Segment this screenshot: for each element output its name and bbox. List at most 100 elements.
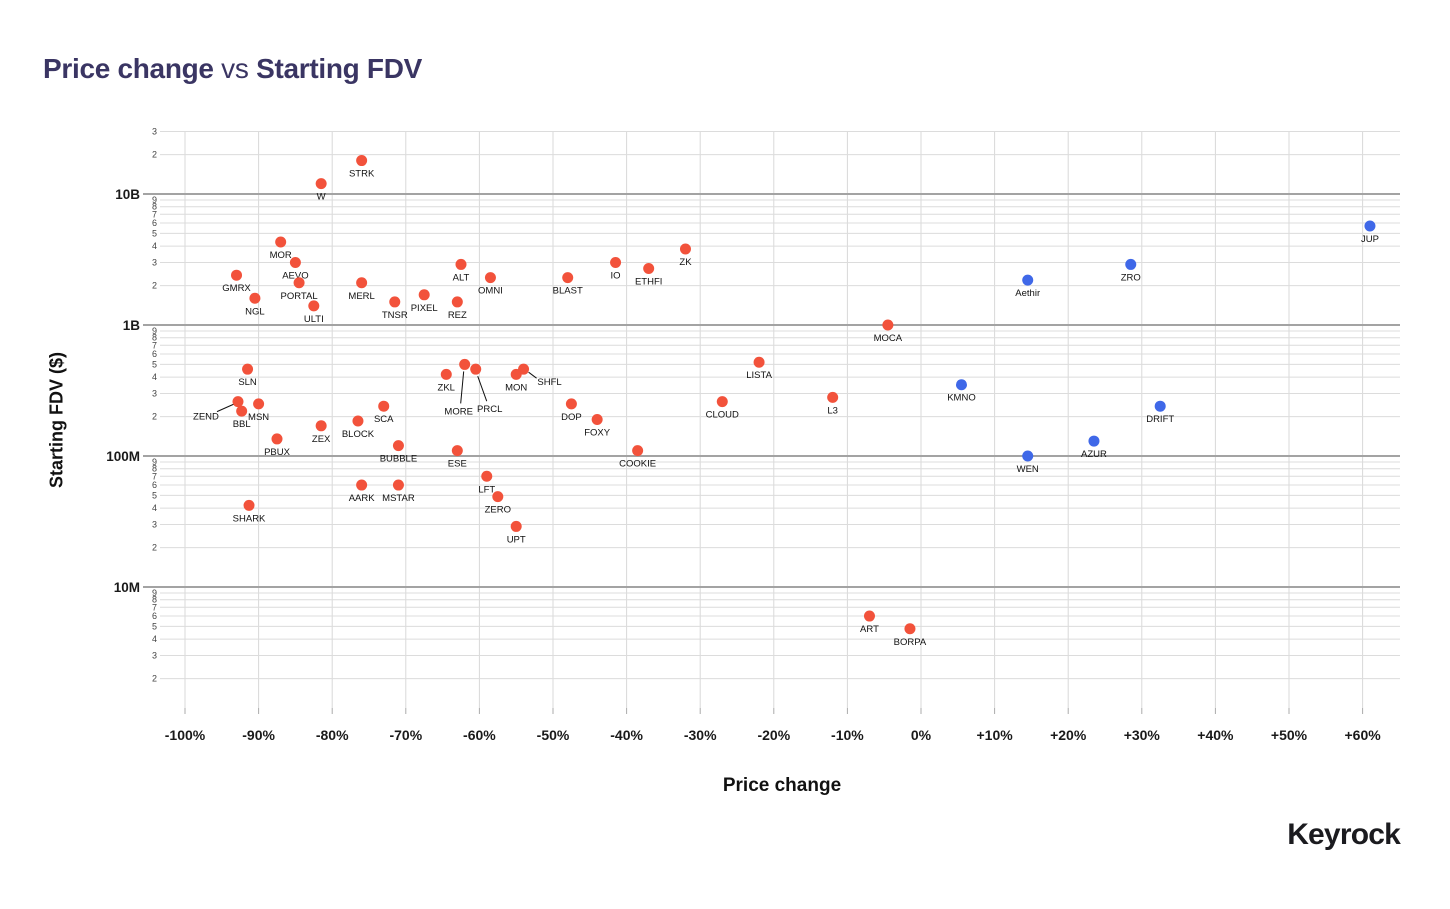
point-BLAST[interactable]	[562, 272, 574, 284]
point-label-JUP: JUP	[1361, 234, 1379, 245]
point-ZRO[interactable]	[1125, 258, 1137, 270]
point-ZERO[interactable]	[492, 491, 504, 503]
point-PIXEL[interactable]	[418, 289, 430, 301]
point-label-IO: IO	[611, 270, 621, 281]
y-minor-label: 7	[152, 602, 157, 612]
point-DOP[interactable]	[565, 398, 577, 410]
point-SHARK[interactable]	[243, 499, 255, 511]
point-PBUX[interactable]	[271, 433, 283, 445]
point-label-AZUR: AZUR	[1081, 449, 1107, 460]
point-GMRX[interactable]	[231, 269, 243, 281]
point-FOXY[interactable]	[591, 413, 603, 425]
x-tick-label: +60%	[1344, 727, 1381, 743]
point-KMNO[interactable]	[955, 379, 967, 391]
y-major-label: 10B	[115, 187, 140, 202]
point-MERL[interactable]	[356, 277, 368, 289]
point-MOCA[interactable]	[882, 319, 894, 331]
point-IO[interactable]	[610, 256, 622, 268]
point-label-OMNI: OMNI	[478, 286, 503, 297]
point-MOR[interactable]	[275, 236, 287, 248]
point-label-MOR: MOR	[270, 250, 292, 261]
page-title: Price change vs Starting FDV	[43, 53, 422, 85]
x-tick-label: -70%	[389, 727, 422, 743]
point-MORE[interactable]	[459, 358, 471, 370]
point-LISTA[interactable]	[753, 356, 765, 368]
point-ZEX[interactable]	[315, 420, 327, 432]
x-tick-label: -30%	[684, 727, 717, 743]
point-label-NGL: NGL	[245, 306, 265, 317]
point-JUP[interactable]	[1364, 220, 1376, 232]
point-COOKIE[interactable]	[632, 445, 644, 457]
point-LFT[interactable]	[481, 470, 493, 482]
point-BUBBLE[interactable]	[392, 440, 404, 452]
point-ALT[interactable]	[455, 258, 467, 270]
point-ETHFI[interactable]	[643, 262, 655, 274]
point-label-DOP: DOP	[561, 412, 582, 423]
point-OMNI[interactable]	[484, 272, 496, 284]
point-ZEND[interactable]	[232, 396, 244, 408]
point-label-AARK: AARK	[349, 493, 376, 504]
data-points: STRK W MOR AEVO PORTAL GMRX NGL MERL ULTI TNSRPIX…	[193, 155, 1379, 648]
point-ZKL[interactable]	[440, 368, 452, 380]
y-minor-label: 2	[152, 150, 157, 160]
point-W[interactable]	[315, 178, 327, 190]
point-SLN[interactable]	[242, 363, 254, 375]
point-MSN[interactable]	[253, 398, 265, 410]
point-label-STRK: STRK	[349, 169, 375, 180]
point-AARK[interactable]	[356, 479, 368, 491]
keyrock-logo: Keyrock	[1287, 818, 1401, 851]
callout-line	[216, 403, 236, 413]
point-label-Aethir: Aethir	[1015, 288, 1040, 299]
point-SCA[interactable]	[378, 400, 390, 412]
point-label-MORE: MORE	[444, 406, 473, 417]
point-UPT[interactable]	[510, 520, 522, 532]
point-AEVO[interactable]	[289, 256, 301, 268]
point-PRCL[interactable]	[470, 363, 482, 375]
point-ZK[interactable]	[679, 243, 691, 255]
point-WEN[interactable]	[1022, 450, 1034, 462]
point-label-ZRO: ZRO	[1121, 272, 1141, 283]
scatter-plot: 2345678910M23456789100M234567891B2345678…	[106, 126, 1400, 743]
y-minor-label: 4	[152, 503, 157, 513]
point-MSTAR[interactable]	[392, 479, 404, 491]
point-DRIFT[interactable]	[1154, 400, 1166, 412]
y-minor-label: 7	[152, 209, 157, 219]
point-ART[interactable]	[863, 610, 875, 622]
h-gridlines	[143, 130, 1400, 680]
point-NGL[interactable]	[249, 292, 261, 304]
x-tick-labels: -100% -90% -80% -70% -60% -50% -40% -30% -20% -10…	[165, 727, 1381, 743]
point-ULTI[interactable]	[308, 300, 320, 312]
point-AZUR[interactable]	[1088, 435, 1100, 447]
point-label-W: W	[317, 192, 326, 203]
point-CLOUD[interactable]	[716, 396, 728, 408]
point-REZ[interactable]	[451, 296, 463, 308]
point-label-ZEX: ZEX	[312, 434, 331, 445]
point-Aethir[interactable]	[1022, 274, 1034, 286]
point-label-ZERO: ZERO	[485, 505, 511, 516]
point-L3[interactable]	[827, 391, 839, 403]
y-minor-label: 2	[152, 281, 157, 291]
point-BORPA[interactable]	[904, 623, 916, 635]
point-ESE[interactable]	[451, 445, 463, 457]
x-tick-label: +20%	[1050, 727, 1087, 743]
title-part1: Price change	[43, 53, 214, 84]
y-minor-label: 9	[152, 588, 157, 598]
x-ticks	[184, 708, 1364, 714]
point-PORTAL[interactable]	[293, 277, 305, 289]
point-label-MON: MON	[505, 382, 527, 393]
point-label-ESE: ESE	[448, 459, 467, 470]
point-label-MSTAR: MSTAR	[382, 493, 415, 504]
point-BLOCK[interactable]	[352, 415, 364, 427]
x-tick-label: -50%	[537, 727, 570, 743]
y-minor-label: 4	[152, 241, 157, 251]
y-minor-label: 6	[152, 611, 157, 621]
point-label-BUBBLE: BUBBLE	[380, 454, 418, 465]
point-STRK[interactable]	[356, 155, 368, 167]
v-gridlines	[184, 131, 1364, 708]
point-label-SHFL: SHFL	[537, 377, 561, 388]
point-SHFL[interactable]	[518, 363, 530, 375]
point-TNSR[interactable]	[389, 296, 401, 308]
point-BBL[interactable]	[236, 405, 248, 417]
title-part2: Starting FDV	[256, 53, 423, 84]
y-major-label: 1B	[123, 318, 141, 333]
